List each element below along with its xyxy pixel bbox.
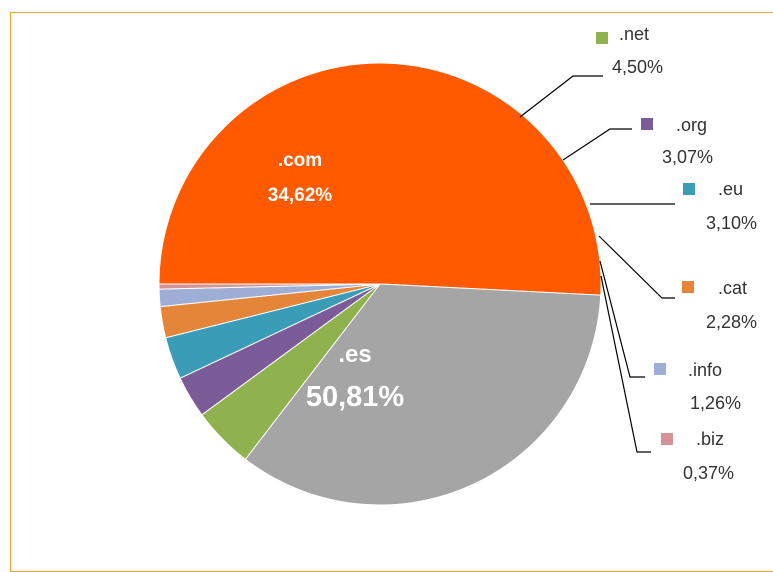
- pie-label-org-value: 3,07%: [662, 147, 713, 167]
- pie-label-biz-value: 0,37%: [683, 463, 734, 483]
- pie-label-eu-name: .eu: [718, 179, 743, 199]
- pie-label-net-value: 4,50%: [612, 57, 663, 77]
- pie-label-com-name: .com: [278, 150, 322, 171]
- leader-line-cat: [598, 235, 675, 299]
- legend-swatch-org: [641, 118, 653, 130]
- label-layer: .es 50,81% .com 34,62% .net 4,50% .org 3,07%.eu…: [268, 24, 757, 483]
- legend-swatch-cat: [682, 281, 694, 293]
- pie-label-info-name: .info: [688, 360, 722, 380]
- pie-chart: .es 50,81% .com 34,62% .net 4,50% .org 3,07%.eu…: [158, 24, 757, 506]
- pie-slice-com: [244, 283, 602, 506]
- leader-line-biz: [600, 275, 651, 453]
- leader-line-net: [519, 75, 603, 118]
- pie-label-cat-name: .cat: [718, 278, 747, 298]
- slice-layer: [158, 62, 602, 506]
- legend-swatch-eu: [683, 183, 695, 195]
- pie-label-es-name: .es: [338, 341, 371, 368]
- legend-swatch-biz: [661, 433, 673, 445]
- pie-label-net-name: .net: [619, 24, 649, 44]
- pie-label-eu-value: 3,10%: [706, 213, 757, 233]
- leader-layer: [519, 75, 675, 453]
- pie-label-biz-name: .biz: [696, 429, 724, 449]
- pie-label-org-name: .org: [676, 115, 707, 135]
- pie-label-com-value: 34,62%: [268, 185, 333, 206]
- pie-slice-biz: [158, 283, 381, 290]
- leader-line-info: [599, 260, 645, 378]
- pie-slice-es: [158, 62, 602, 296]
- legend-swatch-net: [596, 32, 608, 44]
- legend-swatch-info: [654, 363, 666, 375]
- pie-label-es-value: 50,81%: [306, 381, 405, 413]
- pie-label-cat-value: 2,28%: [706, 312, 757, 332]
- leader-line-org: [562, 128, 632, 161]
- pie-label-info-value: 1,26%: [690, 393, 741, 413]
